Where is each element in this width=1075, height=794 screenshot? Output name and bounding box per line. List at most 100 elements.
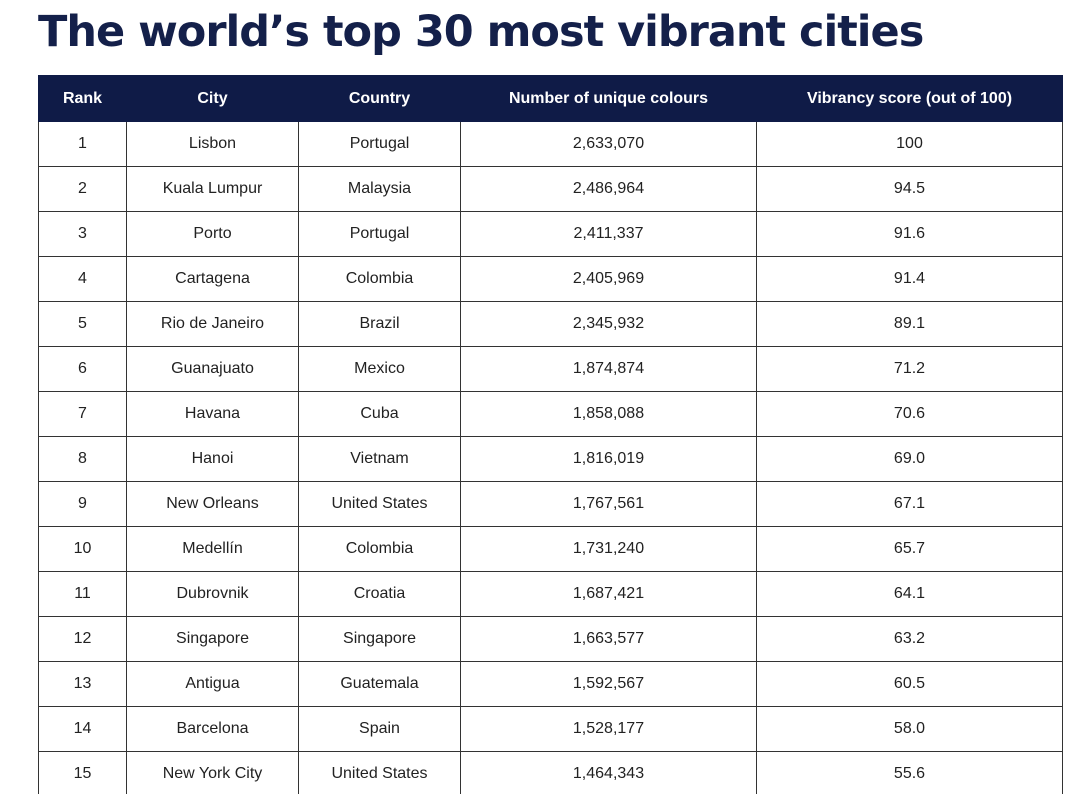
- cell-country: Mexico: [298, 346, 461, 392]
- table-row: 9 New Orleans United States 1,767,561 67.1: [38, 481, 1063, 527]
- cell-country: Vietnam: [298, 436, 461, 482]
- cell-rank: 15: [38, 751, 127, 794]
- cell-vibrancy-score: 94.5: [756, 166, 1063, 212]
- cell-country: Singapore: [298, 616, 461, 662]
- cell-city: Antigua: [126, 661, 299, 707]
- cell-unique-colours: 1,592,567: [460, 661, 757, 707]
- cell-country: Guatemala: [298, 661, 461, 707]
- cell-country: Colombia: [298, 256, 461, 302]
- cell-unique-colours: 1,767,561: [460, 481, 757, 527]
- page-title: The world’s top 30 most vibrant cities: [38, 7, 924, 57]
- cell-unique-colours: 2,633,070: [460, 121, 757, 167]
- cell-city: Barcelona: [126, 706, 299, 752]
- cell-city: Rio de Janeiro: [126, 301, 299, 347]
- header-unique-colours: Number of unique colours: [460, 75, 757, 122]
- cell-city: Lisbon: [126, 121, 299, 167]
- cell-rank: 8: [38, 436, 127, 482]
- cell-city: Medellín: [126, 526, 299, 572]
- header-vibrancy-score: Vibrancy score (out of 100): [756, 75, 1063, 122]
- table-row: 12 Singapore Singapore 1,663,577 63.2: [38, 616, 1063, 662]
- cell-city: Hanoi: [126, 436, 299, 482]
- cell-vibrancy-score: 71.2: [756, 346, 1063, 392]
- header-city: City: [126, 75, 299, 122]
- table-row: 11 Dubrovnik Croatia 1,687,421 64.1: [38, 571, 1063, 617]
- cell-rank: 10: [38, 526, 127, 572]
- cell-vibrancy-score: 58.0: [756, 706, 1063, 752]
- cell-country: Brazil: [298, 301, 461, 347]
- vibrant-cities-table: Rank City Country Number of unique colou…: [38, 75, 1063, 794]
- cell-city: Porto: [126, 211, 299, 257]
- cell-country: Croatia: [298, 571, 461, 617]
- cell-rank: 2: [38, 166, 127, 212]
- cell-unique-colours: 1,687,421: [460, 571, 757, 617]
- cell-vibrancy-score: 64.1: [756, 571, 1063, 617]
- table-row: 4 Cartagena Colombia 2,405,969 91.4: [38, 256, 1063, 302]
- table-row: 7 Havana Cuba 1,858,088 70.6: [38, 391, 1063, 437]
- cell-city: Havana: [126, 391, 299, 437]
- cell-rank: 5: [38, 301, 127, 347]
- cell-vibrancy-score: 70.6: [756, 391, 1063, 437]
- cell-unique-colours: 2,411,337: [460, 211, 757, 257]
- cell-country: Portugal: [298, 211, 461, 257]
- cell-rank: 13: [38, 661, 127, 707]
- cell-unique-colours: 1,858,088: [460, 391, 757, 437]
- table-row: 10 Medellín Colombia 1,731,240 65.7: [38, 526, 1063, 572]
- cell-rank: 6: [38, 346, 127, 392]
- cell-city: Kuala Lumpur: [126, 166, 299, 212]
- cell-city: New Orleans: [126, 481, 299, 527]
- cell-country: Spain: [298, 706, 461, 752]
- cell-unique-colours: 1,464,343: [460, 751, 757, 794]
- cell-unique-colours: 2,486,964: [460, 166, 757, 212]
- cell-unique-colours: 1,816,019: [460, 436, 757, 482]
- cell-rank: 7: [38, 391, 127, 437]
- cell-rank: 4: [38, 256, 127, 302]
- table-row: 3 Porto Portugal 2,411,337 91.6: [38, 211, 1063, 257]
- table-row: 2 Kuala Lumpur Malaysia 2,486,964 94.5: [38, 166, 1063, 212]
- cell-vibrancy-score: 67.1: [756, 481, 1063, 527]
- cell-vibrancy-score: 89.1: [756, 301, 1063, 347]
- cell-rank: 3: [38, 211, 127, 257]
- cell-unique-colours: 1,663,577: [460, 616, 757, 662]
- cell-country: Cuba: [298, 391, 461, 437]
- table-body: 1 Lisbon Portugal 2,633,070 100 2 Kuala Lumpur…: [38, 121, 1063, 794]
- cell-vibrancy-score: 60.5: [756, 661, 1063, 707]
- cell-rank: 9: [38, 481, 127, 527]
- cell-city: New York City: [126, 751, 299, 794]
- cell-country: Malaysia: [298, 166, 461, 212]
- cell-country: Portugal: [298, 121, 461, 167]
- cell-country: United States: [298, 481, 461, 527]
- cell-rank: 11: [38, 571, 127, 617]
- cell-vibrancy-score: 100: [756, 121, 1063, 167]
- cell-unique-colours: 2,345,932: [460, 301, 757, 347]
- cell-unique-colours: 1,528,177: [460, 706, 757, 752]
- cell-vibrancy-score: 63.2: [756, 616, 1063, 662]
- cell-vibrancy-score: 65.7: [756, 526, 1063, 572]
- cell-city: Dubrovnik: [126, 571, 299, 617]
- table-header-row: Rank City Country Number of unique colou…: [38, 75, 1063, 122]
- cell-unique-colours: 1,874,874: [460, 346, 757, 392]
- table-row: 6 Guanajuato Mexico 1,874,874 71.2: [38, 346, 1063, 392]
- table-row: 1 Lisbon Portugal 2,633,070 100: [38, 121, 1063, 167]
- table-row: 15 New York City United States 1,464,343 55.…: [38, 751, 1063, 794]
- cell-vibrancy-score: 69.0: [756, 436, 1063, 482]
- cell-city: Singapore: [126, 616, 299, 662]
- cell-rank: 1: [38, 121, 127, 167]
- cell-country: Colombia: [298, 526, 461, 572]
- table-row: 14 Barcelona Spain 1,528,177 58.0: [38, 706, 1063, 752]
- cell-vibrancy-score: 55.6: [756, 751, 1063, 794]
- cell-unique-colours: 1,731,240: [460, 526, 757, 572]
- table-container: Rank City Country Number of unique colou…: [38, 75, 1063, 794]
- cell-rank: 12: [38, 616, 127, 662]
- header-country: Country: [298, 75, 461, 122]
- cell-unique-colours: 2,405,969: [460, 256, 757, 302]
- cell-country: United States: [298, 751, 461, 794]
- header-rank: Rank: [38, 75, 127, 122]
- cell-city: Cartagena: [126, 256, 299, 302]
- table-row: 8 Hanoi Vietnam 1,816,019 69.0: [38, 436, 1063, 482]
- cell-city: Guanajuato: [126, 346, 299, 392]
- table-row: 5 Rio de Janeiro Brazil 2,345,932 89.1: [38, 301, 1063, 347]
- cell-rank: 14: [38, 706, 127, 752]
- cell-vibrancy-score: 91.4: [756, 256, 1063, 302]
- table-row: 13 Antigua Guatemala 1,592,567 60.5: [38, 661, 1063, 707]
